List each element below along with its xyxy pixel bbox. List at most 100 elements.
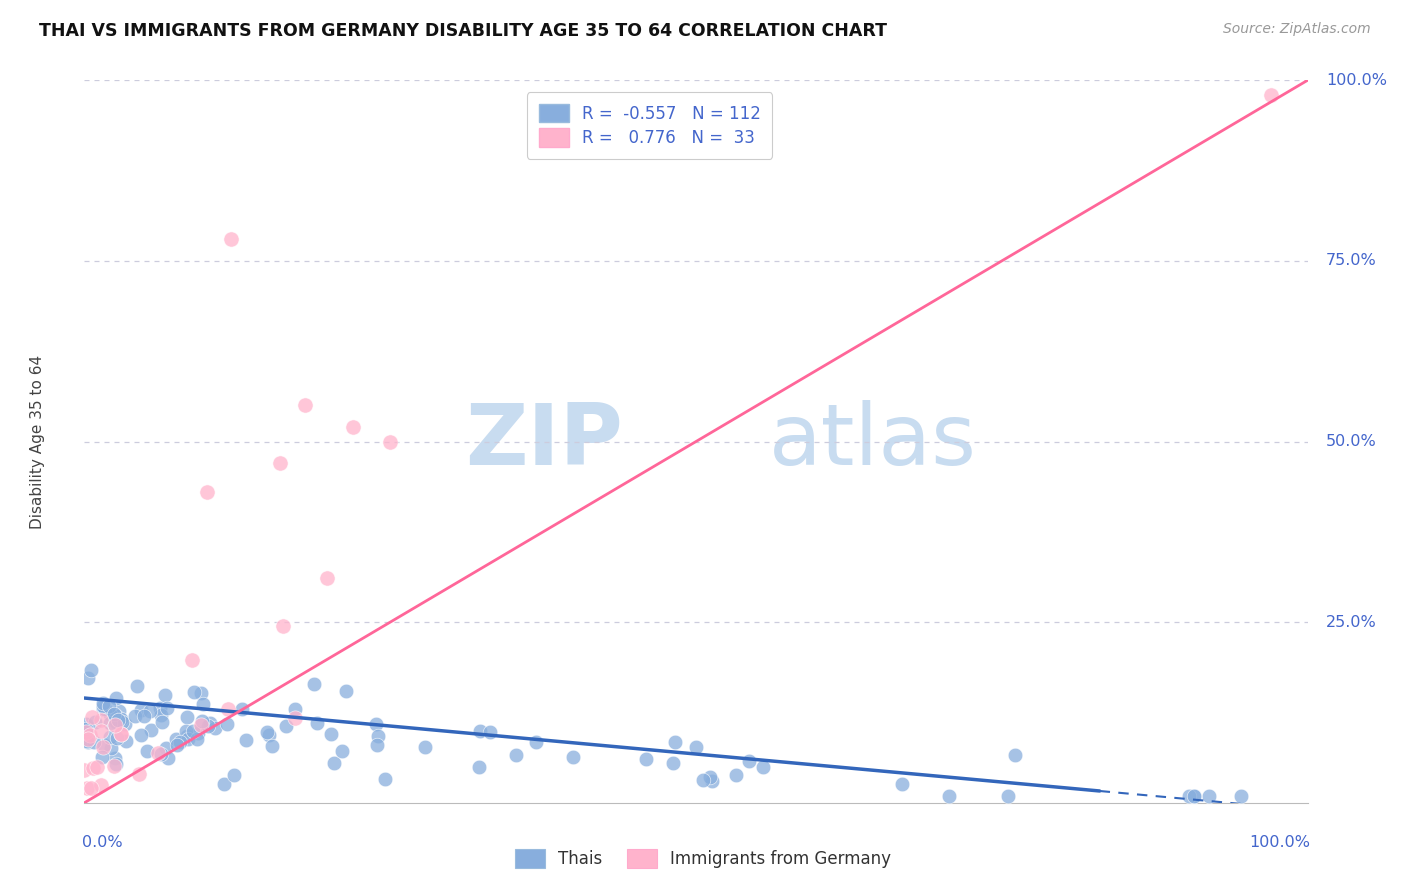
Point <box>114 716 136 731</box>
Point <box>93 738 115 752</box>
Point <box>104 717 127 731</box>
Point <box>1230 789 1253 803</box>
Text: Disability Age 35 to 64: Disability Age 35 to 64 <box>31 354 45 529</box>
Point <box>91 749 114 764</box>
Point <box>94 701 117 715</box>
Point <box>91 696 114 710</box>
Point <box>91 740 114 755</box>
Point <box>90 714 112 728</box>
Point <box>330 744 353 758</box>
Point <box>107 714 129 728</box>
Point <box>114 734 136 748</box>
Point <box>110 727 132 741</box>
Point <box>724 768 747 782</box>
Point <box>91 702 114 716</box>
Point <box>191 697 214 711</box>
Point <box>1004 747 1026 762</box>
Point <box>302 677 325 691</box>
Text: Source: ZipAtlas.com: Source: ZipAtlas.com <box>1223 22 1371 37</box>
Point <box>323 756 346 771</box>
Point <box>90 778 112 792</box>
Point <box>366 738 388 752</box>
Point <box>79 728 101 742</box>
Text: 50.0%: 50.0% <box>1326 434 1376 449</box>
Point <box>256 724 278 739</box>
Point <box>997 789 1019 803</box>
Point <box>157 751 180 765</box>
Point <box>468 724 491 739</box>
Point <box>150 714 173 729</box>
Point <box>335 683 357 698</box>
Point <box>139 704 162 718</box>
Point <box>86 760 108 774</box>
Point <box>177 732 200 747</box>
Point <box>219 232 242 246</box>
Point <box>110 712 132 726</box>
Point <box>107 704 129 718</box>
Point <box>505 748 527 763</box>
Point <box>212 777 235 791</box>
Point <box>1182 789 1205 803</box>
Point <box>231 701 253 715</box>
Point <box>467 760 489 774</box>
Point <box>134 708 156 723</box>
Point <box>80 663 103 677</box>
Point <box>111 714 134 729</box>
Point <box>83 734 105 748</box>
Point <box>75 722 97 736</box>
Point <box>634 752 657 766</box>
Point <box>204 721 226 735</box>
Point <box>190 718 212 732</box>
Text: THAI VS IMMIGRANTS FROM GERMANY DISABILITY AGE 35 TO 64 CORRELATION CHART: THAI VS IMMIGRANTS FROM GERMANY DISABILI… <box>39 22 887 40</box>
Point <box>110 727 132 741</box>
Text: 25.0%: 25.0% <box>1326 615 1376 630</box>
Point <box>98 730 121 744</box>
Point <box>692 773 714 788</box>
Point <box>738 754 761 768</box>
Point <box>702 774 724 789</box>
Point <box>186 731 208 746</box>
Point <box>84 714 107 729</box>
Point <box>124 709 146 723</box>
Point <box>155 740 177 755</box>
Point <box>271 619 294 633</box>
Point <box>183 685 205 699</box>
Point <box>104 714 127 729</box>
Point <box>103 759 125 773</box>
Point <box>73 763 96 777</box>
Point <box>222 768 245 782</box>
Point <box>197 719 219 733</box>
Point <box>235 733 257 747</box>
Point <box>269 456 291 470</box>
Point <box>257 728 280 742</box>
Point <box>136 744 159 758</box>
Point <box>195 485 218 500</box>
Point <box>1182 789 1205 803</box>
Point <box>284 710 307 724</box>
Point <box>98 716 121 731</box>
Point <box>262 739 284 754</box>
Point <box>198 716 221 731</box>
Point <box>274 719 297 733</box>
Point <box>664 735 686 749</box>
Point <box>284 702 307 716</box>
Point <box>146 746 169 760</box>
Legend: Thais, Immigrants from Germany: Thais, Immigrants from Germany <box>508 843 898 875</box>
Point <box>100 740 122 755</box>
Text: 100.0%: 100.0% <box>1249 835 1310 850</box>
Point <box>165 731 187 746</box>
Point <box>76 734 98 748</box>
Text: 0.0%: 0.0% <box>82 835 122 850</box>
Point <box>91 699 114 714</box>
Point <box>174 723 197 738</box>
Point <box>105 731 128 745</box>
Point <box>526 735 548 749</box>
Legend: R =  -0.557   N = 112, R =   0.776   N =  33: R = -0.557 N = 112, R = 0.776 N = 33 <box>527 92 772 159</box>
Point <box>128 767 150 781</box>
Text: atlas: atlas <box>769 400 977 483</box>
Point <box>661 756 683 770</box>
Point <box>76 781 98 796</box>
Point <box>890 777 912 791</box>
Point <box>561 750 583 764</box>
Point <box>125 679 148 693</box>
